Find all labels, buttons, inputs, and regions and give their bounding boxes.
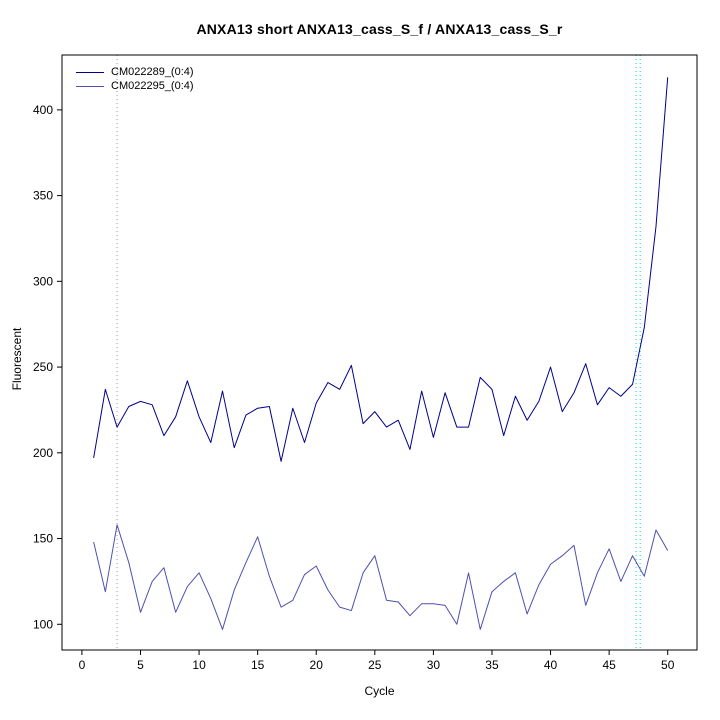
x-tick-label: 50 — [661, 658, 675, 672]
y-tick-label: 300 — [33, 274, 53, 288]
legend: CM022289_(0:4) CM022295_(0:4) — [76, 65, 194, 93]
y-tick-label: 400 — [33, 103, 53, 117]
series-line — [93, 77, 669, 462]
legend-label: CM022289_(0:4) — [111, 66, 194, 78]
y-tick-label: 350 — [33, 189, 53, 203]
y-tick-label: 250 — [33, 360, 53, 374]
legend-item: CM022295_(0:4) — [76, 79, 194, 93]
x-tick-label: 45 — [602, 658, 616, 672]
x-tick-label: 40 — [544, 658, 558, 672]
plot-border — [61, 54, 698, 651]
legend-line-swatch — [76, 71, 104, 73]
x-tick-label: 30 — [427, 658, 441, 672]
y-tick-label: 200 — [33, 446, 53, 460]
x-tick-label: 10 — [192, 658, 206, 672]
y-tick-label: 150 — [33, 532, 53, 546]
series-line — [93, 524, 669, 630]
legend-label: CM022295_(0:4) — [111, 80, 194, 92]
legend-item: CM022289_(0:4) — [76, 65, 194, 79]
chart-title: ANXA13 short ANXA13_cass_S_f / ANXA13_ca… — [196, 21, 563, 37]
x-tick-label: 0 — [79, 658, 86, 672]
y-axis-label: Fluorescent — [10, 327, 24, 391]
x-axis-label: Cycle — [364, 684, 395, 698]
legend-line-swatch — [76, 85, 104, 87]
x-tick-label: 20 — [310, 658, 324, 672]
x-tick-label: 35 — [485, 658, 499, 672]
x-tick-label: 15 — [251, 658, 265, 672]
y-tick-label: 100 — [33, 617, 53, 631]
x-tick-label: 5 — [137, 658, 144, 672]
x-tick-label: 25 — [368, 658, 382, 672]
